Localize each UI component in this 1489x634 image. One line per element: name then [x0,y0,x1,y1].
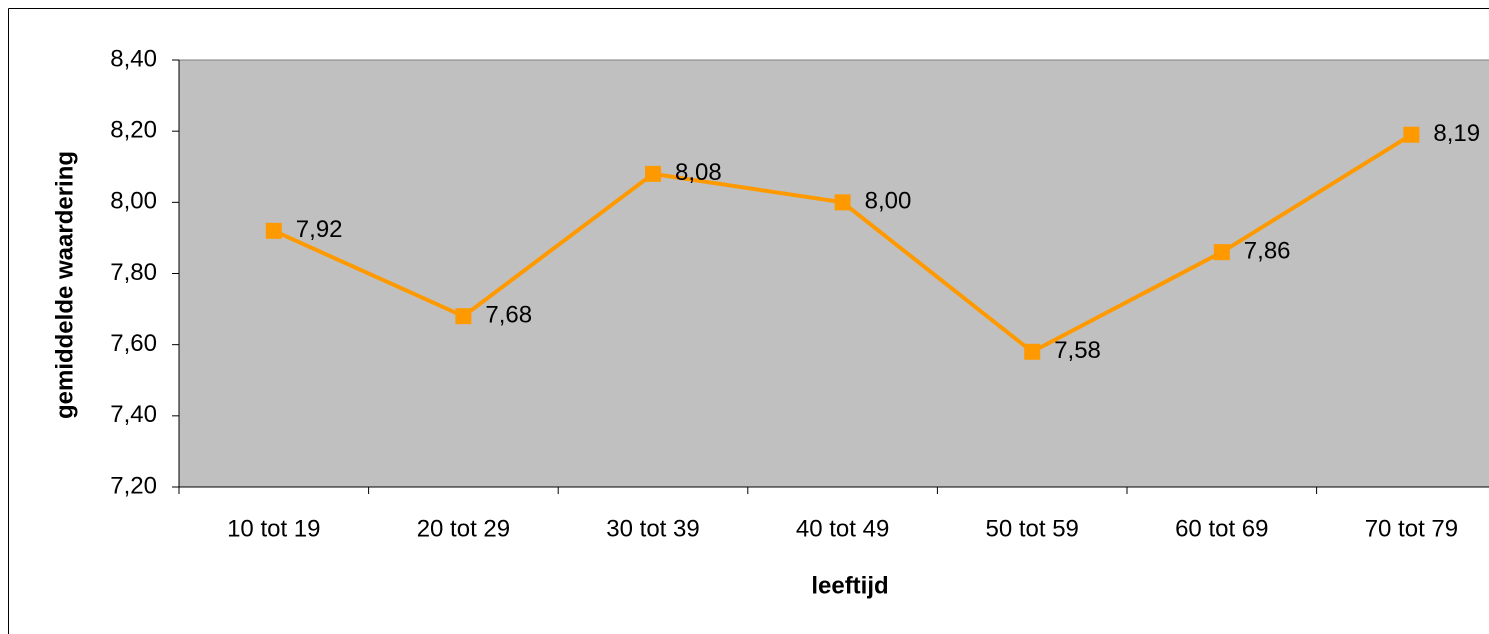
x-tick-label: 40 tot 49 [796,515,889,542]
marker [1024,343,1041,360]
y-tick-label: 7,40 [110,401,157,428]
x-tick-label: 30 tot 39 [606,515,699,542]
marker [455,308,472,325]
y-tick-label: 7,20 [110,472,157,499]
y-tick-label: 7,80 [110,259,157,286]
y-tick-label: 8,00 [110,188,157,215]
marker [834,194,851,211]
x-tick-label: 20 tot 29 [417,515,510,542]
plot-background [178,59,1489,488]
value-label: 8,19 [1433,120,1480,147]
y-tick-label: 8,20 [110,117,157,144]
x-axis-title: leeftijd [811,572,888,599]
y-tick-label: 8,40 [110,45,157,72]
value-label: 8,00 [865,188,912,215]
marker [1403,126,1420,143]
y-axis-title: gemiddelde waardering [51,151,78,419]
y-tick-label: 7,60 [110,330,157,357]
value-label: 7,58 [1054,337,1101,364]
value-label: 7,86 [1244,237,1291,264]
marker [1213,244,1230,261]
x-tick-label: 10 tot 19 [227,515,320,542]
value-label: 8,08 [675,159,722,186]
marker [265,222,282,239]
x-tick-label: 70 tot 79 [1365,515,1458,542]
value-label: 7,92 [296,216,343,243]
x-tick-label: 50 tot 59 [985,515,1078,542]
x-tick-label: 60 tot 69 [1175,515,1268,542]
value-label: 7,68 [485,302,532,329]
marker [645,165,661,182]
